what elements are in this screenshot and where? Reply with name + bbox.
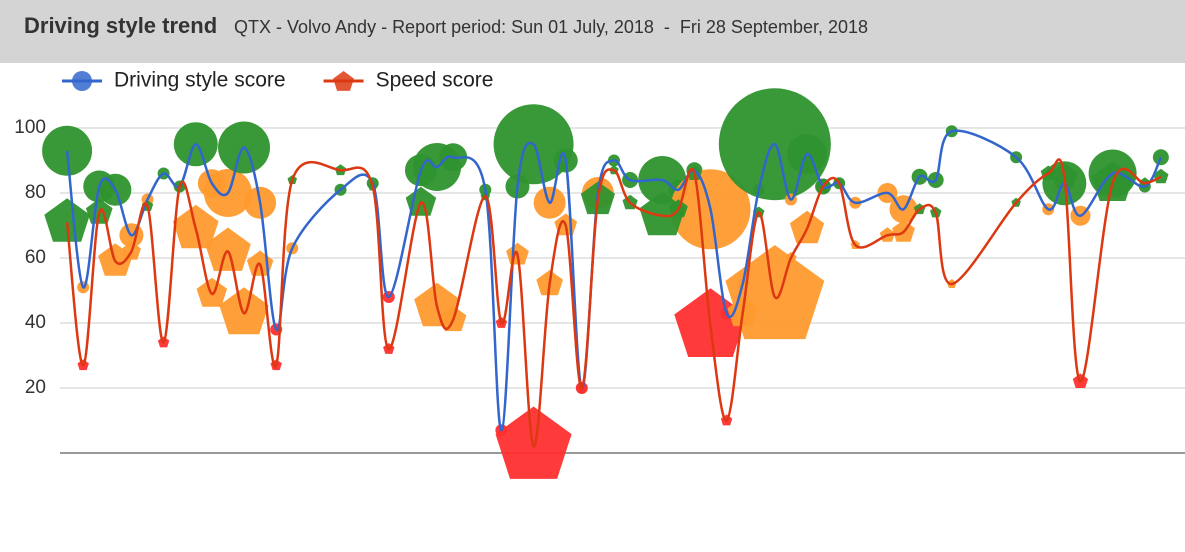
legend-label: Speed score xyxy=(376,69,494,92)
legend-marker xyxy=(333,71,354,91)
series-line xyxy=(65,129,1163,432)
speed-bubble xyxy=(219,287,269,335)
legend-marker xyxy=(72,71,92,91)
chart-subtitle: QTX - Volvo Andy - Report period: Sun 01… xyxy=(234,17,868,37)
header-bar xyxy=(0,0,1185,63)
legend-label: Driving style score xyxy=(114,69,286,92)
chart-title: Driving style trend xyxy=(24,13,217,38)
speed-bubble xyxy=(205,227,251,271)
y-tick-label: 60 xyxy=(25,247,46,268)
speed-bubble xyxy=(639,191,686,236)
y-tick-label: 80 xyxy=(25,182,46,203)
lines xyxy=(65,129,1163,448)
legend: Driving style score Speed score xyxy=(62,69,493,92)
series-line xyxy=(65,158,1162,448)
speed-bubble xyxy=(725,245,825,340)
grid: 20 40 60 80 100 xyxy=(14,117,1185,398)
speed-bubble xyxy=(44,198,90,242)
y-tick-label: 20 xyxy=(25,377,46,398)
speed-bubble xyxy=(405,186,437,216)
y-tick-label: 100 xyxy=(14,117,46,138)
y-tick-label: 40 xyxy=(25,312,46,333)
